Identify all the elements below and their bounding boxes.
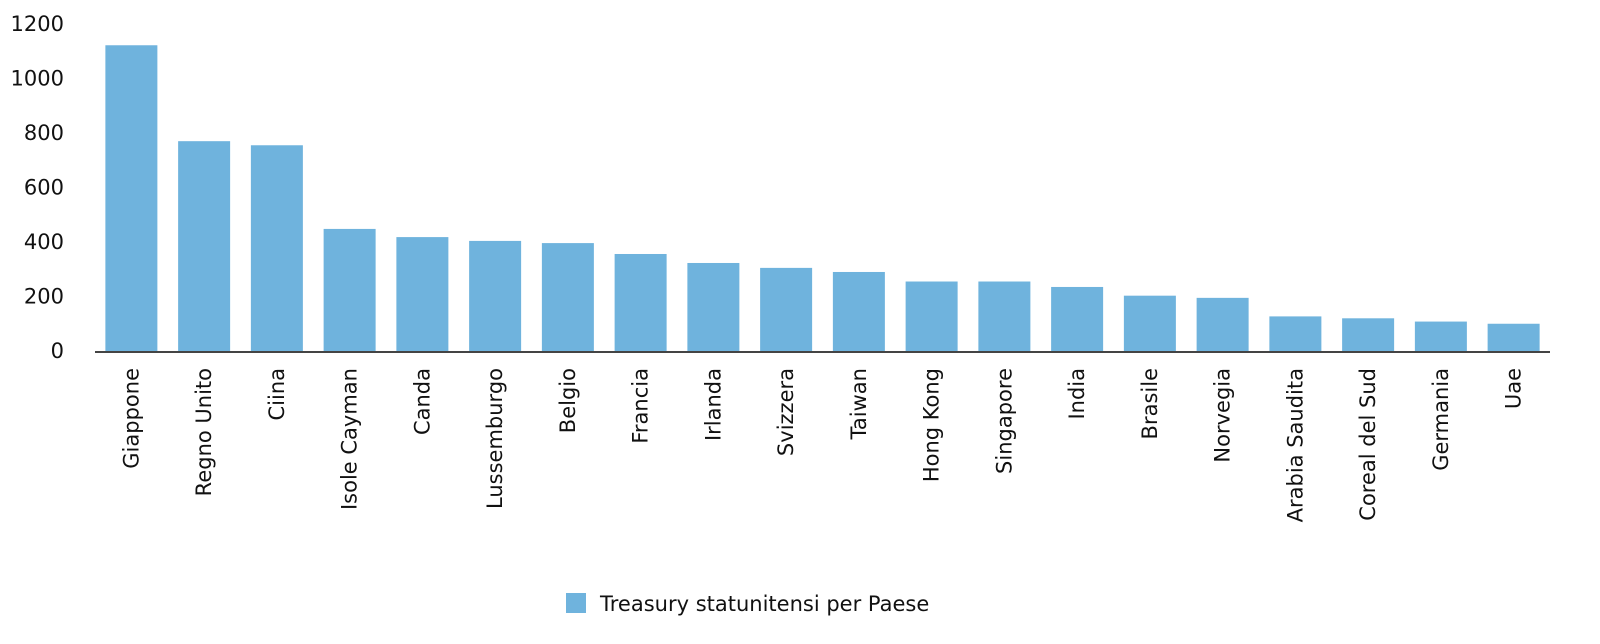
bar [905,281,958,352]
x-tick-label: Francia [629,368,653,444]
y-tick-label: 1000 [11,67,64,91]
legend: Treasury statunitensi per Paese [566,592,929,616]
y-tick-label: 0 [51,339,64,363]
x-tick-label: Isole Cayman [338,368,362,510]
bar [323,228,376,352]
bar [978,281,1031,352]
x-axis-labels: Giappone Regno Unito Ciina Isole Cayman Cand… [119,368,1525,522]
legend-swatch [566,593,586,613]
x-tick-label: Lussemburgo [483,368,507,509]
x-tick-label: Ciina [265,368,289,421]
x-tick-label: Taiwan [847,368,871,440]
y-tick-label: 400 [24,230,64,254]
x-tick-label: Regno Unito [192,368,216,496]
bar [469,240,522,352]
bar [1342,318,1395,352]
x-tick-label: Irlanda [701,368,725,441]
x-tick-label: Svizzera [774,368,798,456]
y-axis-ticks: 0 200 400 600 800 1000 1200 [11,12,64,363]
bar [614,253,667,352]
x-tick-label: Uae [1502,368,1526,409]
bar [541,243,594,352]
bar [1051,286,1104,352]
bar [396,237,449,352]
bar [687,262,740,352]
bars [105,45,1540,352]
x-tick-label: Canda [410,368,434,435]
x-tick-label: Giappone [119,368,143,469]
x-tick-label: Norvegia [1211,368,1235,463]
bar [178,141,231,352]
x-tick-label: Germania [1429,368,1453,471]
x-tick-label: Belgio [556,368,580,433]
bar [1414,321,1467,352]
bar [1123,295,1176,352]
x-tick-label: India [1065,368,1089,420]
y-tick-label: 200 [24,285,64,309]
y-tick-label: 1200 [11,12,64,36]
bar [1487,323,1540,352]
bar [832,271,885,352]
x-tick-label: Coreal del Sud [1356,368,1380,521]
y-tick-label: 800 [24,121,64,145]
bar [1269,316,1322,352]
bar [760,267,813,352]
bar [250,145,303,352]
x-tick-label: Singapore [992,368,1016,474]
x-tick-label: Arabia Saudita [1283,368,1307,522]
bar [1196,297,1249,352]
legend-label: Treasury statunitensi per Paese [599,592,929,616]
y-tick-label: 600 [24,176,64,200]
x-tick-label: Hong Kong [920,368,944,482]
x-tick-label: Brasile [1138,368,1162,439]
bar [105,45,158,352]
